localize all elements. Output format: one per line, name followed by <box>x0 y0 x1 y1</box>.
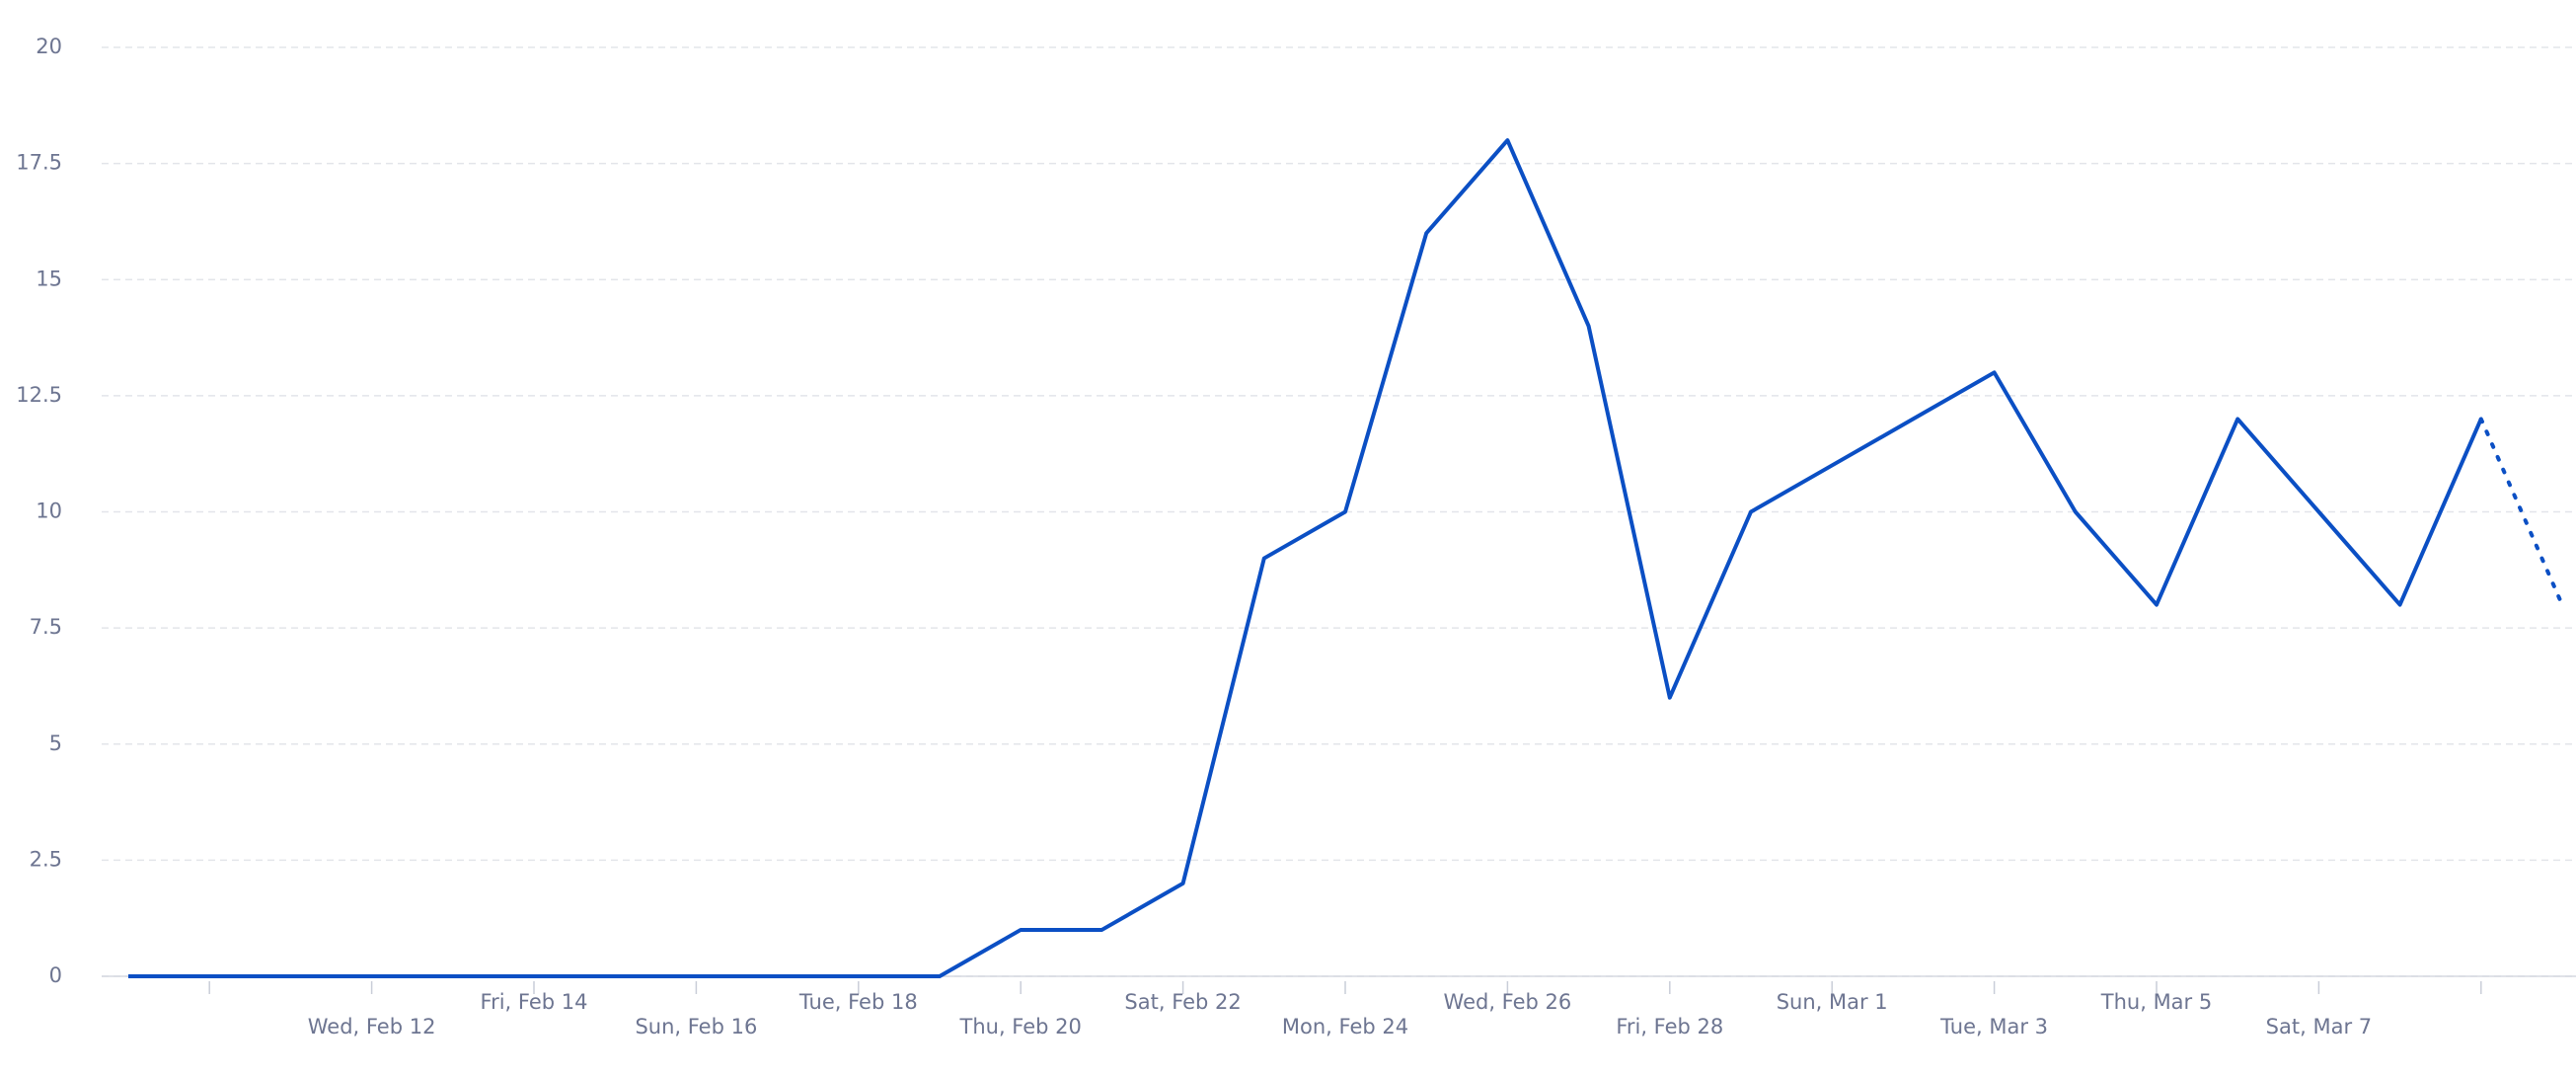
y-tick-label: 0 <box>49 963 62 987</box>
x-tick-label: Fri, Feb 28 <box>1616 1015 1723 1038</box>
y-tick-label: 10 <box>36 500 62 523</box>
x-tick-label: Wed, Feb 12 <box>308 1015 436 1038</box>
x-tick-label: Sat, Mar 7 <box>2266 1015 2372 1038</box>
y-tick-label: 5 <box>49 731 62 755</box>
x-tick-label: Tue, Feb 18 <box>798 990 918 1014</box>
x-tick-label: Sun, Feb 16 <box>635 1015 757 1038</box>
x-tick-label: Mon, Feb 24 <box>1282 1015 1408 1038</box>
projected-line <box>2478 417 2564 607</box>
y-tick-label: 2.5 <box>30 847 62 871</box>
y-tick-label: 15 <box>36 267 62 290</box>
x-tick-label: Wed, Feb 26 <box>1444 990 1572 1014</box>
y-tick-label: 12.5 <box>16 383 62 407</box>
series-line <box>128 138 2483 978</box>
x-tick-label: Sun, Mar 1 <box>1777 990 1888 1014</box>
x-tick-label: Fri, Feb 14 <box>481 990 588 1014</box>
x-tick-label: Thu, Mar 5 <box>2100 990 2212 1014</box>
x-tick-label: Thu, Feb 20 <box>959 1015 1082 1038</box>
y-tick-label: 17.5 <box>16 151 62 175</box>
x-tick-label: Sat, Feb 22 <box>1124 990 1241 1014</box>
x-tick-label: Tue, Mar 3 <box>1939 1015 2048 1038</box>
y-tick-label: 20 <box>36 35 62 58</box>
y-tick-label: 7.5 <box>30 615 62 639</box>
